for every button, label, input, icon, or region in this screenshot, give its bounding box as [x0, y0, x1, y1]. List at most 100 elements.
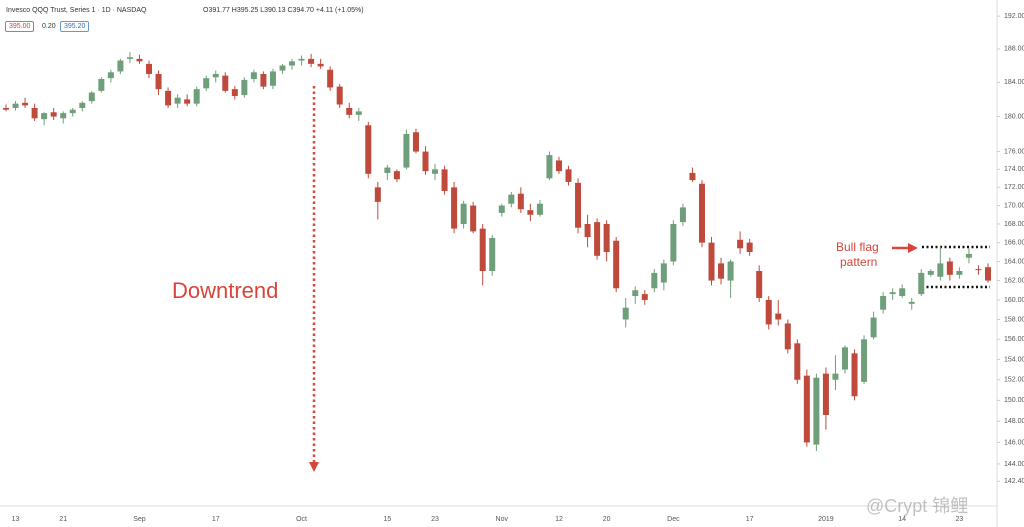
candle-body	[756, 271, 763, 298]
candle-body	[679, 207, 686, 223]
candle-body	[12, 103, 19, 108]
arrow-head	[309, 462, 319, 472]
y-tick-label: 164.00	[1004, 258, 1024, 265]
candle-body	[613, 240, 620, 289]
x-tick-label: Nov	[496, 516, 509, 523]
y-tick-label: 152.00	[1004, 377, 1024, 384]
x-tick-label: 23	[431, 516, 439, 523]
candle-body	[460, 203, 467, 224]
candle-body	[146, 63, 153, 74]
y-tick-label: 160.00	[1004, 297, 1024, 304]
candle-body	[41, 113, 48, 120]
candle-body	[861, 339, 868, 382]
candle-body	[651, 272, 658, 289]
candle-body	[575, 182, 582, 228]
candle-body	[946, 261, 953, 275]
candle-body	[708, 242, 715, 281]
candle-body	[60, 113, 67, 119]
y-tick-label: 150.00	[1004, 397, 1024, 404]
candle-body	[3, 107, 9, 110]
candle-body	[470, 205, 477, 232]
y-tick-label: 156.00	[1004, 336, 1024, 343]
arrow-head	[908, 243, 918, 253]
candle-body	[22, 102, 29, 106]
candle-body	[527, 210, 534, 215]
x-tick-label: Sep	[133, 516, 146, 523]
x-tick-label: 14	[898, 516, 906, 523]
badge: 0.20	[42, 23, 56, 30]
candle-body	[870, 317, 877, 338]
x-tick-label: Oct	[296, 516, 307, 523]
candle-body	[489, 237, 496, 272]
x-tick-label: 17	[746, 516, 754, 523]
y-tick-label: 188.00	[1004, 46, 1024, 53]
candle-body	[231, 89, 238, 96]
x-tick-label: 15	[383, 516, 391, 523]
candle-body	[222, 75, 229, 91]
candle-body	[746, 242, 753, 253]
candle-body	[31, 107, 38, 119]
candle-body	[965, 253, 972, 258]
candle-body	[536, 203, 543, 215]
candle-body	[289, 61, 296, 66]
x-tick-label: 13	[12, 516, 20, 523]
candle-body	[298, 58, 305, 61]
candle-body	[603, 223, 610, 253]
candle-body	[813, 377, 820, 445]
x-tick-label: 23	[955, 516, 963, 523]
header-title: Invesco QQQ Trust, Series 1 · 1D · NASDA…	[6, 7, 147, 14]
candle-body	[441, 169, 448, 191]
candle-body	[117, 60, 124, 72]
candle-body	[718, 263, 725, 279]
candle-body	[308, 58, 315, 64]
candle-body	[126, 57, 133, 59]
y-tick-label: 158.00	[1004, 316, 1024, 323]
candle-body	[355, 111, 362, 115]
candle-body	[317, 63, 324, 67]
candle-body	[184, 99, 191, 104]
candle-body	[555, 160, 562, 172]
candle-body	[908, 301, 915, 304]
y-tick-label: 168.00	[1004, 221, 1024, 228]
candle-body	[393, 171, 400, 180]
candle-body	[336, 86, 343, 105]
candle-body	[327, 69, 334, 88]
y-tick-label: 154.00	[1004, 356, 1024, 363]
x-tick-label: 21	[59, 516, 67, 523]
y-tick-label: 180.00	[1004, 113, 1024, 120]
y-tick-label: 166.00	[1004, 239, 1024, 246]
annotation: Downtrend	[172, 278, 278, 303]
candle-body	[107, 72, 114, 79]
candle-body	[899, 288, 906, 297]
candle-body	[250, 72, 257, 79]
watermark: @Crypt 锦鲤	[866, 496, 968, 516]
y-tick-label: 172.00	[1004, 184, 1024, 191]
candle-body	[384, 167, 391, 173]
candle-body	[498, 205, 505, 213]
y-tick-label: 176.00	[1004, 148, 1024, 155]
candle-body	[584, 223, 591, 238]
candle-body	[927, 271, 934, 275]
candle-body	[689, 172, 696, 181]
candle-body	[832, 373, 839, 380]
candle-body	[937, 263, 944, 277]
candle-body	[784, 323, 791, 350]
badge: 395.00	[5, 21, 35, 32]
candle-body	[346, 107, 353, 115]
candle-body	[212, 73, 219, 78]
candle-body	[880, 296, 887, 310]
candle-body	[136, 58, 143, 62]
candle-body	[98, 78, 105, 91]
candle-body	[174, 97, 181, 104]
candle-body	[851, 353, 858, 397]
candle-body	[698, 183, 705, 243]
candle-body	[422, 151, 429, 172]
annotation: pattern	[840, 255, 877, 269]
candle-body	[956, 271, 963, 275]
x-tick-label: 17	[212, 516, 220, 523]
y-tick-label: 146.00	[1004, 439, 1024, 446]
candle-body	[670, 223, 677, 262]
candle-body	[918, 272, 925, 295]
y-tick-label: 142.40	[1004, 478, 1024, 485]
